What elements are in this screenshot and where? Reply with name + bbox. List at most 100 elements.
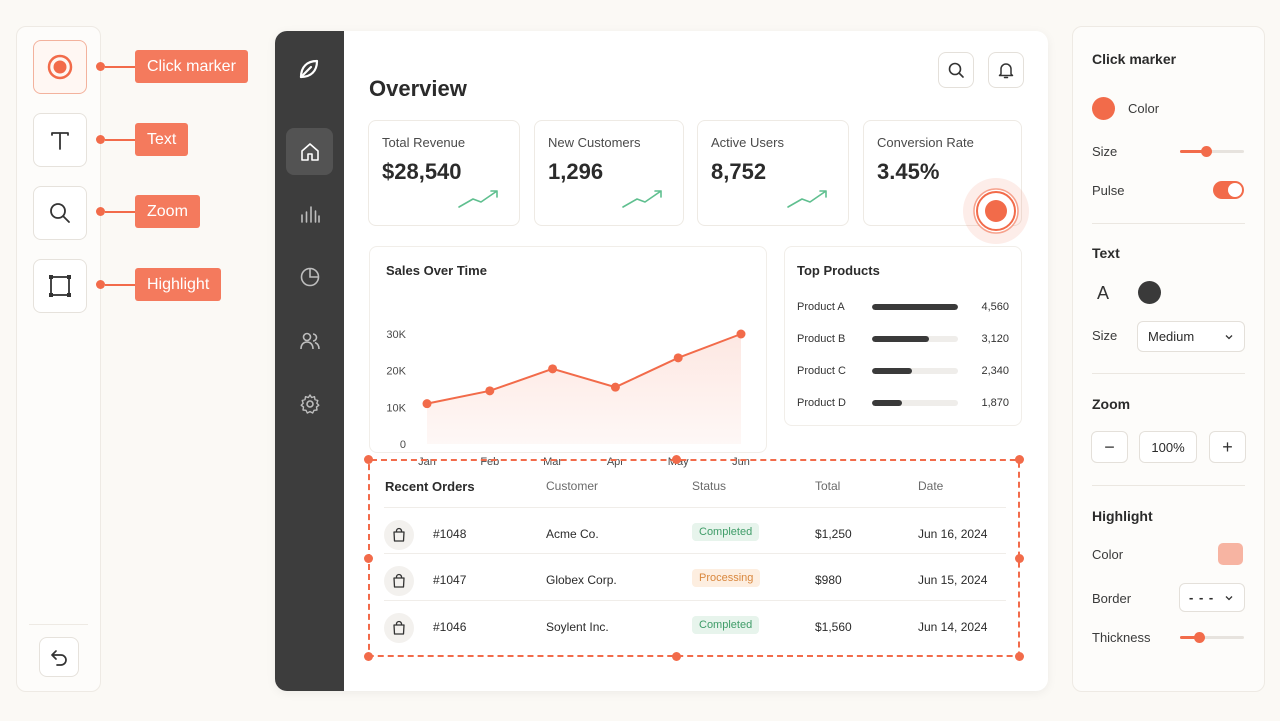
data-point[interactable] bbox=[736, 329, 746, 339]
bar-chart-icon bbox=[300, 205, 320, 223]
y-tick-label: 0 bbox=[400, 439, 406, 451]
product-value: 4,560 bbox=[981, 301, 1009, 313]
stat-value: 1,296 bbox=[548, 159, 604, 184]
table-row[interactable]: #1048 Acme Co. Completed $1,250 Jun 16, … bbox=[368, 512, 1020, 558]
text-callout-label: Text bbox=[135, 123, 189, 156]
order-date: Jun 14, 2024 bbox=[918, 620, 988, 634]
sidebar-item-users[interactable] bbox=[286, 317, 333, 364]
order-id: #1047 bbox=[433, 573, 467, 587]
data-point[interactable] bbox=[485, 386, 495, 396]
stat-card-revenue: Total Revenue $28,540 bbox=[368, 120, 520, 226]
product-value: 3,120 bbox=[981, 333, 1009, 345]
data-point[interactable] bbox=[422, 399, 432, 409]
chevron-down-icon bbox=[1225, 595, 1233, 600]
product-value: 1,870 bbox=[981, 397, 1009, 409]
marker-size-slider[interactable] bbox=[1180, 146, 1244, 157]
y-tick-label: 20K bbox=[386, 366, 406, 378]
tool-panel bbox=[16, 26, 101, 692]
click-marker-callout-label: Click marker bbox=[135, 50, 248, 83]
text-section-title: Text bbox=[1092, 245, 1120, 261]
text-callout: Text bbox=[96, 123, 189, 156]
leaf-icon[interactable] bbox=[297, 57, 321, 86]
stat-label: Total Revenue bbox=[382, 135, 466, 150]
table-row[interactable]: #1047 Globex Corp. Processing $980 Jun 1… bbox=[368, 558, 1020, 604]
search-button[interactable] bbox=[938, 52, 974, 88]
order-date: Jun 15, 2024 bbox=[918, 573, 988, 587]
order-customer: Acme Co. bbox=[546, 527, 599, 541]
highlight-color-swatch[interactable] bbox=[1218, 543, 1243, 565]
order-id: #1046 bbox=[433, 620, 467, 634]
product-bar-track bbox=[872, 336, 958, 342]
marker-size-label: Size bbox=[1092, 144, 1118, 159]
sidebar-item-settings[interactable] bbox=[286, 380, 333, 427]
marker-color-swatch[interactable] bbox=[1092, 97, 1115, 120]
font-style-button[interactable]: A bbox=[1097, 283, 1110, 303]
product-bar-track bbox=[872, 368, 958, 374]
trend-up-icon bbox=[622, 190, 662, 208]
bell-icon bbox=[998, 63, 1014, 79]
zoom-out-button[interactable]: − bbox=[1091, 431, 1128, 463]
column-header-status: Status bbox=[692, 479, 727, 493]
product-name: Product A bbox=[797, 301, 845, 313]
status-badge: Completed bbox=[692, 616, 760, 634]
trend-up-icon bbox=[787, 190, 827, 208]
table-row[interactable]: #1046 Soylent Inc. Completed $1,560 Jun … bbox=[368, 605, 1020, 651]
data-point[interactable] bbox=[548, 364, 558, 374]
border-style-select[interactable]: - - - bbox=[1179, 583, 1245, 612]
main-content: Overview Total Revenue $28,540 New Custo… bbox=[344, 31, 1048, 691]
stat-value: 3.45% bbox=[877, 159, 940, 184]
notifications-button[interactable] bbox=[988, 52, 1024, 88]
stat-card-customers: New Customers 1,296 bbox=[534, 120, 684, 226]
stat-value: $28,540 bbox=[382, 159, 462, 184]
dashboard-window: Overview Total Revenue $28,540 New Custo… bbox=[275, 31, 1048, 691]
pulse-toggle[interactable] bbox=[1213, 181, 1244, 199]
product-row: Product D 1,870 bbox=[797, 395, 1009, 411]
settings-panel: Click marker Color Size Pulse Text A Siz… bbox=[1072, 26, 1265, 692]
status-badge: Processing bbox=[692, 569, 761, 587]
status-badge: Completed bbox=[692, 523, 760, 541]
page-title: Overview bbox=[369, 76, 467, 101]
border-label: Border bbox=[1092, 591, 1132, 606]
data-point[interactable] bbox=[610, 382, 620, 392]
click-marker-section-title: Click marker bbox=[1092, 51, 1177, 67]
thickness-slider[interactable] bbox=[1180, 632, 1244, 643]
border-style-value: - - - bbox=[1189, 590, 1215, 605]
text-tool-button[interactable] bbox=[33, 113, 87, 167]
rectangle-icon bbox=[49, 275, 71, 297]
table-title: Recent Orders bbox=[385, 479, 475, 494]
zoom-callout: Zoom bbox=[96, 195, 200, 228]
product-bar-track bbox=[872, 304, 958, 310]
zoom-in-button[interactable]: + bbox=[1209, 431, 1246, 463]
stat-label: New Customers bbox=[548, 135, 641, 150]
shopping-bag-icon bbox=[384, 520, 414, 550]
zoom-tool-button[interactable] bbox=[33, 186, 87, 240]
highlight-tool-button[interactable] bbox=[33, 259, 87, 313]
click-marker-tool-button[interactable] bbox=[33, 40, 87, 94]
text-size-select[interactable]: Medium bbox=[1137, 321, 1245, 352]
product-bar bbox=[872, 336, 929, 342]
product-name: Product B bbox=[797, 333, 846, 345]
shopping-bag-icon bbox=[384, 613, 414, 643]
highlight-section-title: Highlight bbox=[1092, 508, 1153, 524]
stat-card-conversion: Conversion Rate 3.45% bbox=[863, 120, 1022, 226]
text-color-swatch[interactable] bbox=[1138, 281, 1161, 304]
chevron-down-icon bbox=[1225, 334, 1233, 339]
sidebar-nav bbox=[275, 31, 344, 691]
trend-up-icon bbox=[458, 190, 498, 208]
product-row: Product C 2,340 bbox=[797, 363, 1009, 379]
undo-button[interactable] bbox=[39, 637, 79, 677]
click-marker-callout: Click marker bbox=[96, 50, 248, 83]
sidebar-item-reports[interactable] bbox=[286, 253, 333, 300]
sidebar-item-home[interactable] bbox=[286, 128, 333, 175]
highlight-callout: Highlight bbox=[96, 268, 222, 301]
product-name: Product C bbox=[797, 365, 846, 377]
order-total: $1,250 bbox=[815, 527, 852, 541]
click-marker-overlay bbox=[963, 178, 1029, 244]
product-name: Product D bbox=[797, 397, 846, 409]
data-point[interactable] bbox=[673, 353, 683, 363]
sales-area bbox=[427, 334, 741, 444]
order-total: $980 bbox=[815, 573, 842, 587]
order-id: #1048 bbox=[433, 527, 467, 541]
sidebar-item-analytics[interactable] bbox=[286, 190, 333, 237]
tool-divider bbox=[29, 624, 88, 625]
